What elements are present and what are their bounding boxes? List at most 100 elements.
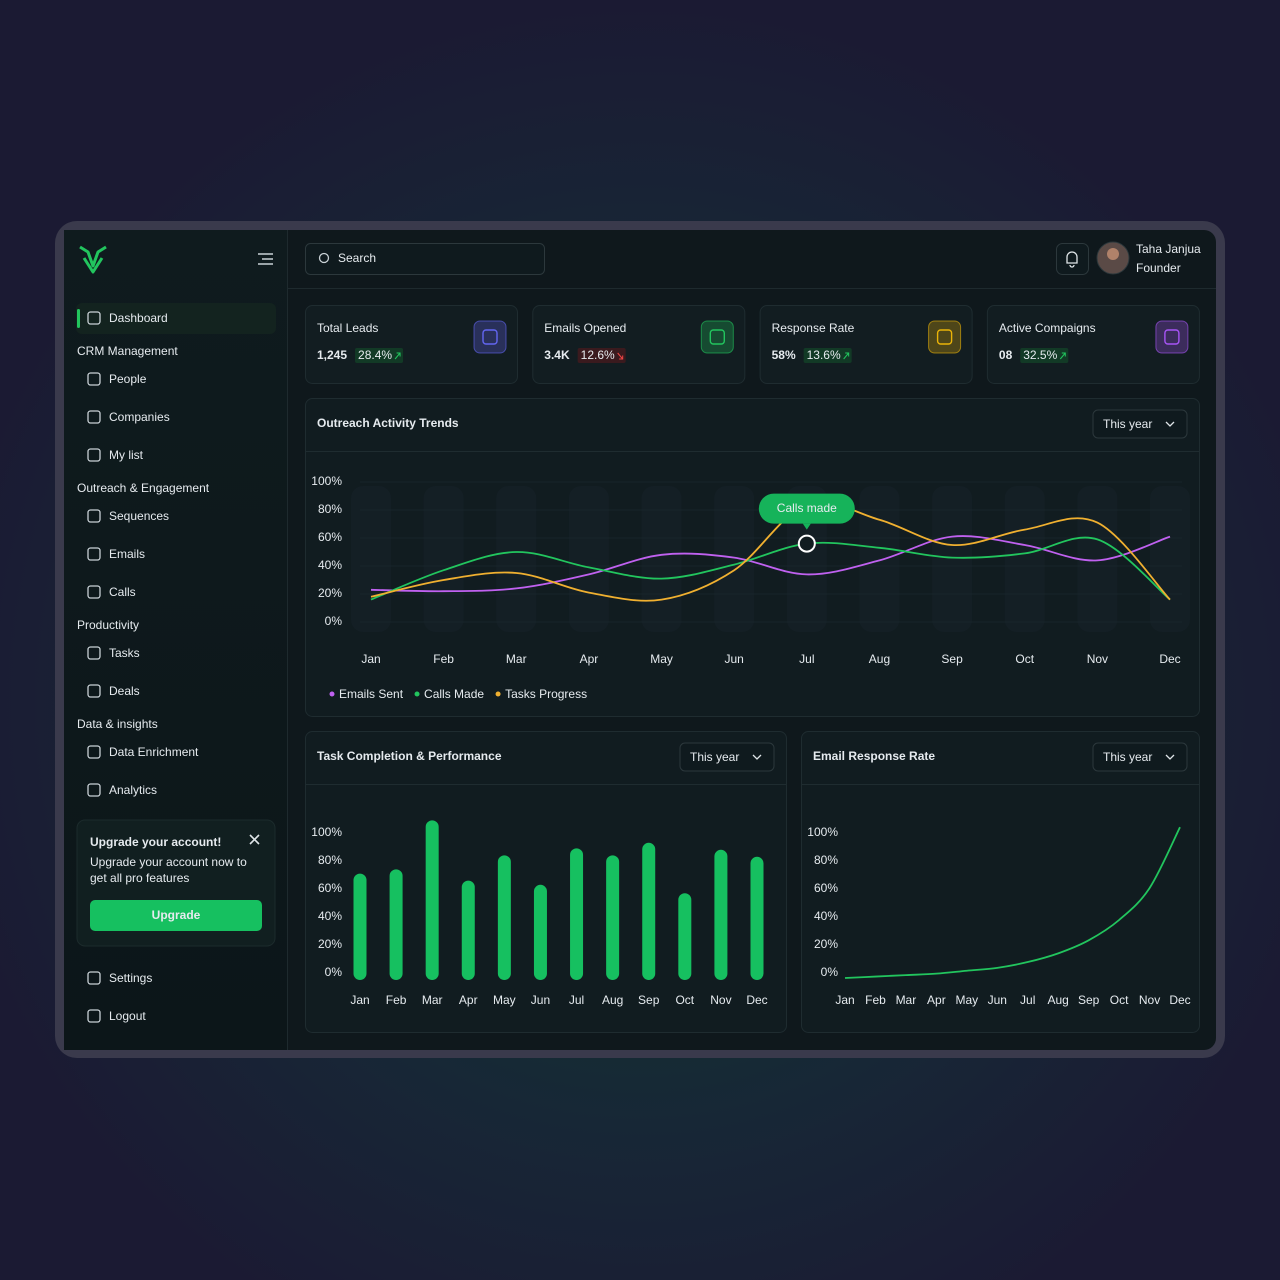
month-column [1150,486,1190,632]
month-column [932,486,973,632]
x-tick-label: Mar [422,993,443,1007]
menu-toggle[interactable] [258,253,273,265]
menu-item[interactable]: Analytics [109,783,157,797]
search-box[interactable] [305,243,545,275]
x-tick-label: Dec [1159,652,1180,666]
notification-button[interactable] [1056,243,1089,275]
y-tick-label: 0% [821,965,839,979]
x-tick-label: Dec [1169,993,1190,1007]
bar [642,842,656,980]
x-tick-label: Sep [638,993,660,1007]
x-tick-label: May [493,993,516,1007]
bar [497,855,511,980]
menu-icon [87,585,101,599]
chart-card [305,731,787,1033]
bar [389,869,403,980]
menu-icon [87,410,101,424]
menu-item[interactable]: Settings [109,971,152,985]
month-column [496,486,537,632]
stat-icon [1155,320,1189,354]
menu-item[interactable]: Dashboard [109,311,168,325]
stat-change: 32.5% [1023,348,1057,362]
upgrade-button-label[interactable]: Upgrade [152,908,201,922]
menu-item[interactable]: People [109,372,147,386]
filter-dropdown[interactable] [1092,742,1188,772]
y-tick-label: 20% [318,586,342,600]
line-series [844,826,1181,979]
search-placeholder[interactable]: Search [338,251,376,265]
legend-label: Emails Sent [339,687,404,701]
menu-icon [87,971,101,985]
filter-label[interactable]: This year [1103,750,1152,764]
filter-label[interactable]: This year [1103,417,1152,431]
menu-item[interactable]: Sequences [109,509,169,523]
close-button[interactable] [249,834,260,845]
menu-item[interactable]: Deals [109,684,140,698]
x-tick-label: Oct [675,993,694,1007]
menu-icon [87,509,101,523]
y-tick-label: 60% [318,881,342,895]
x-tick-label: Jan [350,993,369,1007]
menu-item[interactable]: Tasks [109,646,140,660]
stat-change-badge [803,348,852,363]
x-tick-label: Aug [1048,993,1069,1007]
active-indicator [77,309,80,328]
menu-item[interactable]: Emails [109,547,145,561]
menu-item[interactable]: Logout [109,1009,146,1023]
menu-item[interactable]: Companies [109,410,170,424]
y-tick-label: 80% [318,502,342,516]
chart-title: Outreach Activity Trends [317,416,459,430]
x-tick-label: Apr [927,993,946,1007]
x-tick-label: Aug [602,993,623,1007]
month-column [568,486,609,632]
upgrade-title: Upgrade your account! [90,835,221,849]
legend-marker [414,691,420,697]
dropdown-chevron [1165,421,1175,427]
upgrade-button[interactable] [90,900,262,931]
y-tick-label: 0% [325,614,343,628]
legend-marker [329,691,335,697]
stat-icon-glyph [936,329,953,345]
y-tick-label: 60% [318,530,342,544]
menu-item[interactable]: Calls [109,585,136,599]
stat-label: Active Compaigns [999,321,1096,335]
stat-value: 58% [772,348,796,362]
stat-change-badge [1020,348,1069,363]
filter-dropdown[interactable] [1092,409,1188,439]
menu-icon [87,311,101,325]
stat-change: 28.4% [358,348,392,362]
x-tick-label: Jun [725,652,744,666]
filter-label[interactable]: This year [690,750,739,764]
month-column [1004,486,1045,632]
menu-icon [87,646,101,660]
menu-icon [87,783,101,797]
stat-card [532,305,746,384]
stat-icon [700,320,734,354]
legend-label: Calls Made [424,687,484,701]
menu-item[interactable]: My list [109,448,144,462]
y-tick-label: 40% [318,558,342,572]
stat-change-badge [577,348,626,363]
stat-change: 13.6% [807,348,841,362]
menu-item[interactable]: Data Enrichment [109,745,199,759]
trend-down-arrow [617,352,624,360]
bar [353,873,367,980]
stat-value: 1,245 [317,348,347,362]
y-tick-label: 100% [311,474,342,488]
stat-icon [928,320,962,354]
bar [750,856,764,980]
bar [606,855,620,980]
user-name: Taha Janjua [1136,242,1201,256]
tooltip-label: Calls made [777,501,837,515]
x-tick-label: Jul [799,652,814,666]
menu-section-label: Outreach & Engagement [77,481,210,495]
stat-icon-glyph [709,329,725,345]
stat-value: 3.4K [544,348,570,362]
filter-dropdown[interactable] [679,742,775,772]
bar [533,884,547,980]
y-tick-label: 40% [814,909,838,923]
x-tick-label: Mar [896,993,917,1007]
x-tick-label: Sep [1078,993,1100,1007]
dropdown-chevron [1165,754,1175,760]
menu-section-label: CRM Management [77,344,178,358]
